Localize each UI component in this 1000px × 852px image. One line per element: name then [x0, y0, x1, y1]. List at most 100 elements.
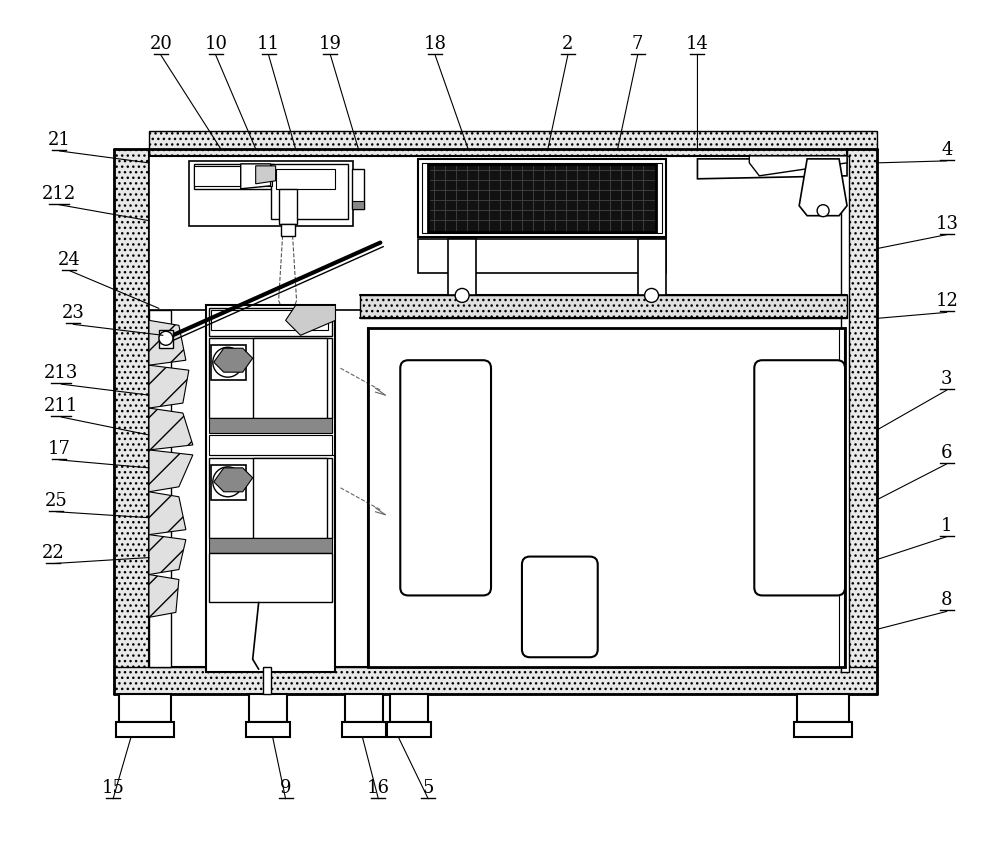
Bar: [206, 305, 335, 672]
Text: 20: 20: [150, 35, 172, 53]
Text: 7: 7: [632, 35, 643, 53]
Text: 4: 4: [941, 141, 952, 158]
FancyBboxPatch shape: [754, 360, 845, 596]
Bar: [794, 722, 852, 737]
Text: 18: 18: [424, 35, 447, 53]
Text: 17: 17: [48, 440, 71, 458]
Bar: [352, 201, 364, 209]
Bar: [276, 169, 335, 189]
Polygon shape: [149, 320, 186, 366]
Text: 212: 212: [42, 185, 76, 203]
Bar: [211, 310, 328, 331]
Bar: [448, 239, 476, 296]
Bar: [211, 465, 246, 500]
Bar: [209, 435, 332, 455]
Bar: [390, 694, 428, 722]
Text: 24: 24: [58, 250, 81, 268]
Bar: [797, 694, 849, 722]
Text: 23: 23: [62, 304, 85, 322]
Text: 3: 3: [941, 370, 953, 389]
Text: 6: 6: [941, 444, 953, 462]
Bar: [428, 164, 656, 232]
Polygon shape: [799, 158, 847, 216]
Text: 1: 1: [941, 516, 953, 535]
Bar: [368, 328, 845, 667]
Polygon shape: [114, 667, 877, 694]
Bar: [209, 338, 332, 418]
Text: 16: 16: [367, 779, 390, 797]
Text: 14: 14: [686, 35, 709, 53]
Polygon shape: [286, 305, 335, 336]
Circle shape: [213, 467, 243, 497]
Bar: [352, 169, 364, 209]
Bar: [194, 166, 272, 186]
Polygon shape: [241, 164, 271, 189]
Bar: [253, 338, 327, 418]
Text: 211: 211: [44, 397, 78, 415]
Polygon shape: [149, 366, 189, 408]
Bar: [422, 163, 662, 233]
Circle shape: [159, 331, 173, 345]
Polygon shape: [149, 131, 877, 156]
Text: 12: 12: [935, 292, 958, 310]
Polygon shape: [149, 492, 186, 535]
Polygon shape: [697, 158, 847, 179]
Bar: [345, 694, 383, 722]
Text: 22: 22: [42, 544, 65, 561]
Bar: [271, 164, 348, 219]
Bar: [387, 722, 431, 737]
Bar: [116, 722, 174, 737]
Bar: [159, 331, 173, 348]
Bar: [418, 239, 666, 273]
Bar: [149, 310, 171, 667]
Circle shape: [455, 289, 469, 302]
FancyBboxPatch shape: [400, 360, 491, 596]
Polygon shape: [360, 296, 847, 319]
Text: 15: 15: [102, 779, 125, 797]
Text: 5: 5: [423, 779, 434, 797]
Bar: [119, 694, 171, 722]
Text: 10: 10: [204, 35, 227, 53]
Polygon shape: [149, 450, 193, 492]
Bar: [342, 722, 386, 737]
Text: 8: 8: [941, 591, 953, 609]
Bar: [253, 458, 327, 538]
Bar: [263, 667, 271, 694]
Circle shape: [645, 289, 659, 302]
Bar: [209, 458, 332, 538]
Text: 13: 13: [935, 215, 958, 233]
Bar: [194, 164, 274, 189]
Polygon shape: [214, 348, 253, 372]
Circle shape: [213, 348, 243, 377]
Text: 21: 21: [48, 131, 71, 149]
Bar: [209, 308, 332, 337]
Bar: [841, 156, 849, 672]
Circle shape: [817, 204, 829, 216]
Bar: [246, 722, 290, 737]
Bar: [418, 158, 666, 237]
Polygon shape: [114, 149, 149, 688]
Polygon shape: [149, 408, 193, 450]
Polygon shape: [149, 535, 186, 574]
Polygon shape: [847, 149, 877, 688]
Polygon shape: [256, 166, 276, 184]
Text: 25: 25: [45, 492, 68, 509]
Bar: [279, 189, 297, 224]
Text: 19: 19: [319, 35, 342, 53]
Polygon shape: [149, 574, 179, 618]
Bar: [209, 538, 332, 553]
Bar: [209, 553, 332, 602]
Text: 213: 213: [44, 364, 78, 383]
Bar: [189, 161, 353, 226]
Bar: [281, 224, 295, 236]
Polygon shape: [214, 468, 253, 492]
Bar: [211, 345, 246, 380]
FancyBboxPatch shape: [522, 556, 598, 657]
Text: 9: 9: [280, 779, 291, 797]
Text: 2: 2: [562, 35, 573, 53]
Bar: [149, 156, 847, 310]
Bar: [638, 239, 666, 296]
Bar: [209, 418, 332, 433]
Bar: [249, 694, 287, 722]
Polygon shape: [749, 156, 847, 176]
